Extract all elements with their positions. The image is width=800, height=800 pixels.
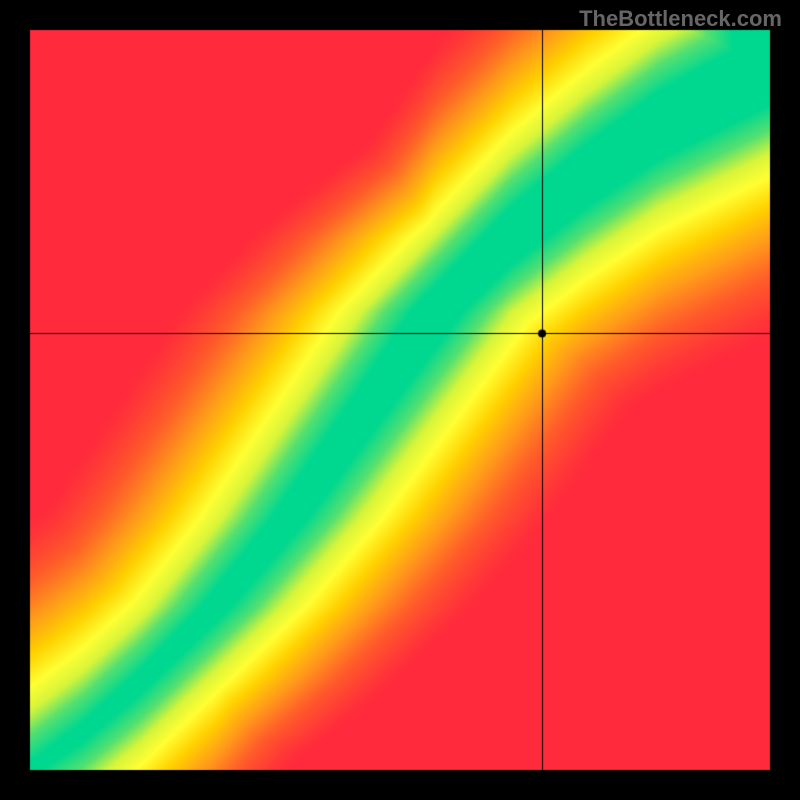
watermark-text: TheBottleneck.com: [579, 6, 782, 32]
chart-container: TheBottleneck.com: [0, 0, 800, 800]
bottleneck-heatmap: [0, 0, 800, 800]
